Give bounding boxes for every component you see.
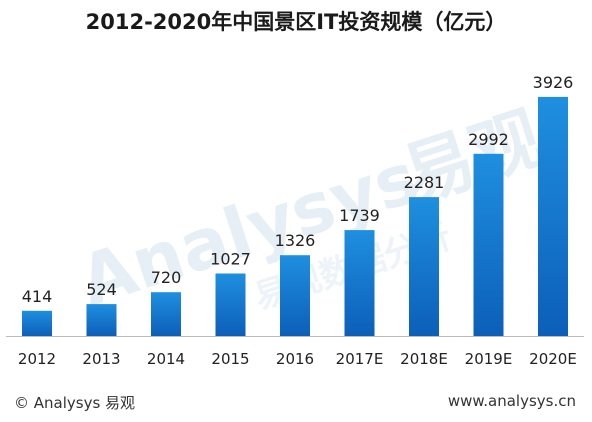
bar-2019E [473, 153, 504, 336]
value-label-2019E: 2992 [468, 130, 509, 149]
x-tick-2014: 2014 [147, 350, 185, 368]
x-tick-2018E: 2018E [400, 350, 448, 368]
value-labels: 414 524 720 1027 1326 1739 2281 2992 3926 [22, 73, 574, 306]
value-label-2016: 1326 [275, 231, 316, 250]
bars-layer [22, 96, 568, 337]
bar-2013 [86, 304, 117, 336]
footer-copyright: © Analysys 易观 [14, 394, 136, 412]
bar-2018E [409, 197, 439, 336]
footer-website[interactable]: www.analysys.cn [447, 392, 576, 410]
chart-title: 2012-2020年中国景区IT投资规模（亿元） [85, 10, 507, 34]
value-label-2017E: 1739 [339, 206, 380, 225]
x-tick-2016: 2016 [276, 350, 314, 368]
x-tick-2015: 2015 [211, 350, 249, 368]
value-label-2020E: 3926 [533, 73, 574, 92]
x-tick-labels: 2012 2013 2014 2015 2016 2017E 2018E 2019E 2020E [18, 350, 577, 368]
bar-2015 [215, 273, 246, 336]
x-tick-2012: 2012 [18, 350, 56, 368]
x-tick-2013: 2013 [82, 350, 120, 368]
value-label-2012: 414 [22, 287, 53, 306]
value-label-2013: 524 [86, 280, 117, 299]
bar-2020E [538, 96, 568, 337]
x-tick-2020E: 2020E [529, 350, 577, 368]
bar-2014 [151, 292, 181, 336]
value-label-2018E: 2281 [404, 173, 445, 192]
bar-2012 [22, 310, 52, 336]
bar-2017E [344, 230, 375, 336]
bar-2016 [280, 255, 310, 336]
x-tick-2019E: 2019E [465, 350, 513, 368]
value-label-2015: 1027 [210, 250, 251, 269]
x-tick-2017E: 2017E [336, 350, 384, 368]
value-label-2014: 720 [151, 268, 182, 287]
